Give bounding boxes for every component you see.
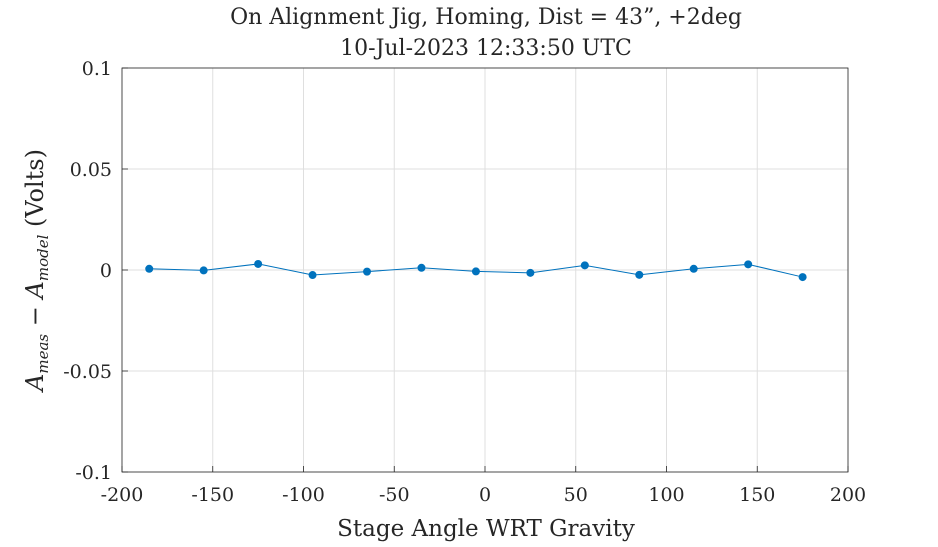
y-tick-label: -0.05 bbox=[63, 361, 112, 383]
y-label-units: (Volts) bbox=[21, 149, 49, 235]
data-point bbox=[798, 273, 807, 282]
grid-lines bbox=[121, 67, 849, 473]
x-tick-label: 150 bbox=[739, 484, 775, 506]
y-label-a2: A bbox=[21, 281, 49, 300]
y-tick-label: 0.1 bbox=[82, 58, 112, 80]
data-point bbox=[363, 267, 372, 276]
y-label-sub1: meas bbox=[34, 334, 52, 374]
data-point bbox=[635, 270, 644, 279]
x-axis-ticks: -200 -150 -100 -50 0 50 100 150 200 bbox=[101, 466, 866, 506]
x-axis-label: Stage Angle WRT Gravity bbox=[337, 516, 635, 542]
x-tick-label: 100 bbox=[648, 484, 684, 506]
x-tick-label: -150 bbox=[191, 484, 234, 506]
y-tick-label: 0 bbox=[100, 260, 112, 282]
y-axis-label: Ameas − Amodel (Volts) bbox=[21, 149, 52, 393]
y-label-minus: − bbox=[21, 298, 49, 333]
y-label-sub2: model bbox=[34, 234, 52, 281]
data-point bbox=[417, 263, 426, 272]
data-point bbox=[689, 264, 698, 273]
x-tick-label: 50 bbox=[564, 484, 588, 506]
data-point bbox=[471, 267, 480, 276]
chart-subtitle: 10-Jul-2023 12:33:50 UTC bbox=[340, 36, 632, 61]
data-point bbox=[526, 268, 535, 277]
data-point bbox=[254, 259, 263, 268]
data-point bbox=[145, 264, 154, 273]
data-point bbox=[199, 266, 208, 275]
data-point bbox=[744, 260, 753, 269]
series-group bbox=[145, 259, 807, 282]
chart-title: On Alignment Jig, Homing, Dist = 43”, +2… bbox=[230, 5, 742, 30]
data-point bbox=[308, 271, 317, 280]
x-tick-label: 200 bbox=[830, 484, 866, 506]
y-tick-label: 0.05 bbox=[70, 159, 112, 181]
y-label-a1: A bbox=[21, 374, 49, 393]
y-axis-ticks: -0.1 -0.05 0 0.05 0.1 bbox=[63, 58, 128, 484]
x-tick-label: -200 bbox=[101, 484, 144, 506]
x-tick-label: -100 bbox=[282, 484, 325, 506]
data-point bbox=[580, 261, 589, 270]
x-tick-label: -50 bbox=[379, 484, 410, 506]
x-tick-label: 0 bbox=[479, 484, 491, 506]
y-tick-label: -0.1 bbox=[75, 462, 112, 484]
